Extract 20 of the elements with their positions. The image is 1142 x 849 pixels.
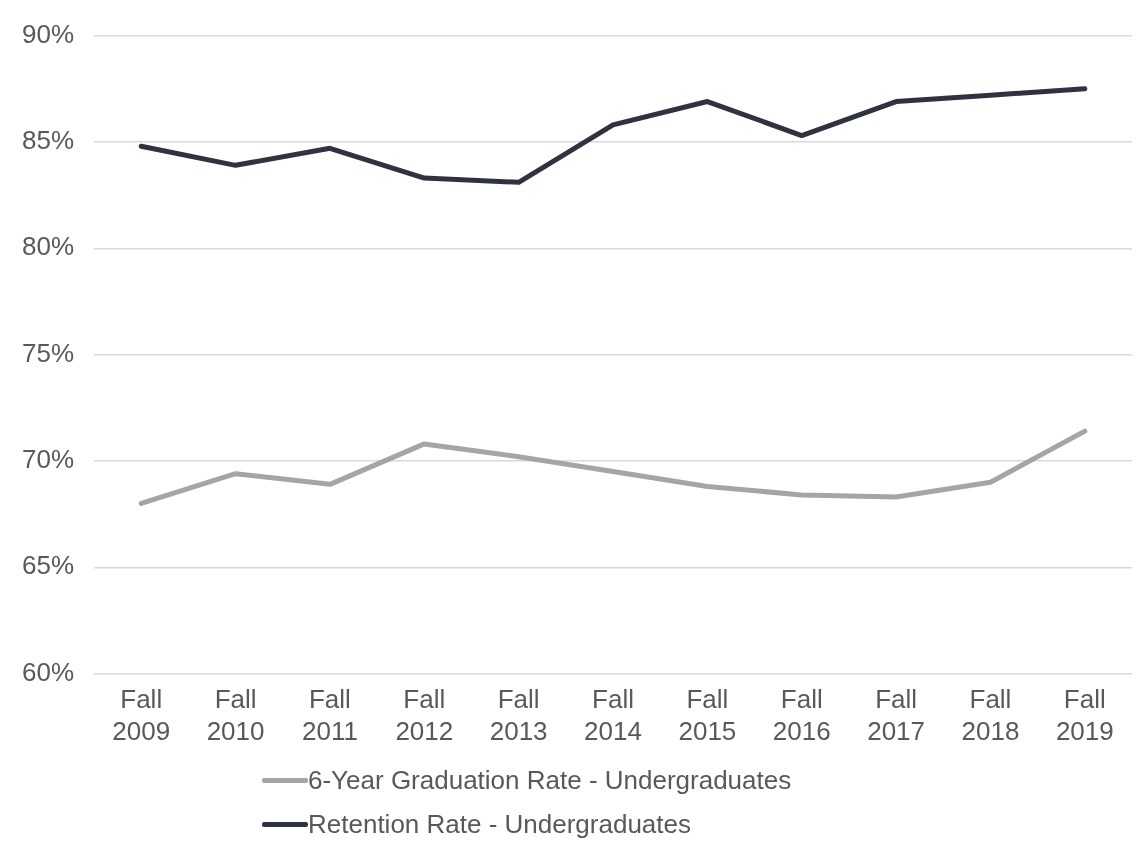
y-tick-label: 60% <box>21 656 75 687</box>
y-tick-label: 75% <box>21 337 75 368</box>
x-tick-label: Fall 2012 <box>395 684 454 746</box>
x-tick-label: Fall 2015 <box>678 684 737 746</box>
x-tick-label: Fall 2013 <box>489 684 548 746</box>
y-tick-label: 90% <box>21 18 75 49</box>
x-tick-label: Fall 2014 <box>584 684 642 746</box>
x-tick-label: Fall 2016 <box>772 684 831 746</box>
x-tick-label: Fall 2017 <box>867 684 926 746</box>
legend-label: 6-Year Graduation Rate - Undergraduates <box>308 764 792 796</box>
legend-label: Retention Rate - Undergraduates <box>308 808 692 840</box>
x-tick-label: Fall 2010 <box>206 684 265 746</box>
x-tick-label: Fall 2009 <box>112 684 171 746</box>
x-tick-label: Fall 2019 <box>1055 684 1114 746</box>
y-tick-label: 80% <box>21 231 75 262</box>
x-tick-label: Fall 2011 <box>301 684 358 746</box>
y-tick-label: 85% <box>21 125 75 156</box>
x-tick-label: Fall 2018 <box>961 684 1020 746</box>
y-tick-label: 65% <box>21 550 75 581</box>
y-tick-label: 70% <box>21 444 75 475</box>
